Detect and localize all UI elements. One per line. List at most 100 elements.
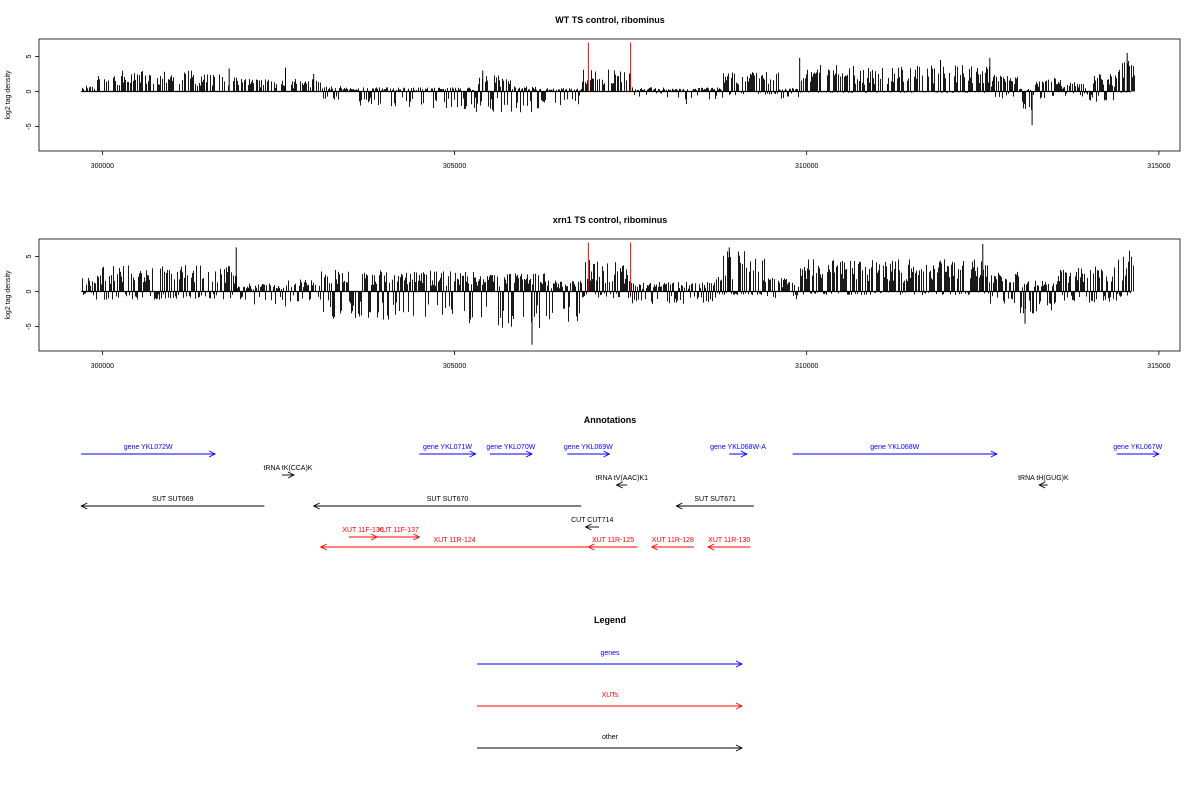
xrn1-plot-frame <box>38 238 1181 352</box>
annotations-title: Annotations <box>584 415 637 425</box>
annotation-gene-feature: gene YKL068W <box>792 444 998 458</box>
annotation-label: XUT 11F-136 <box>342 527 383 534</box>
xrn1-coverage-bars <box>81 242 1134 345</box>
xrn1-coverage-panel: xrn1 TS control, ribominus log2 tag dens… <box>5 215 1181 370</box>
annotation-label: gene YKL068W-A <box>710 444 766 451</box>
legend-item-label: other <box>602 734 619 741</box>
legend-item-label: genes <box>600 650 620 657</box>
wt-panel-title: WT TS control, ribominus <box>555 15 665 25</box>
annotation-xut-feature: XUT 11R-125 <box>587 537 638 551</box>
annotation-gene-arrowhead <box>740 450 748 458</box>
annotation-label: XUT 11R-128 <box>652 537 694 544</box>
annotation-xut-arrowhead <box>319 543 327 551</box>
annotation-label: CUT CUT714 <box>571 517 613 524</box>
xrn1-x-tick-label: 305000 <box>443 363 466 370</box>
legend-item-xuts: XUTs <box>477 692 744 710</box>
annotation-xut-arrowhead <box>370 533 379 541</box>
wt-y-tick-label: 0 <box>26 89 33 93</box>
xrn1-y-tick-label: -5 <box>26 323 33 329</box>
annotation-gene-feature: gene YKL068W-A <box>710 444 766 458</box>
annotation-other-feature: tRNA tH(GUG)K <box>1018 475 1069 489</box>
xrn1-y-tick-label: 0 <box>26 289 33 293</box>
annotation-label: gene YKL069W <box>564 444 613 451</box>
annotation-label: XUT 11R-124 <box>433 537 475 544</box>
annotation-gene-arrowhead <box>603 450 611 458</box>
legend-title: Legend <box>594 615 626 625</box>
annotation-label: SUT SUT670 <box>427 496 469 503</box>
xrn1-y-axis: 5 0 -5 <box>26 254 39 330</box>
xrn1-y-axis-label: log2 tag density <box>5 270 12 320</box>
annotation-label: SUT SUT671 <box>694 496 736 503</box>
annotation-other-feature: CUT CUT714 <box>571 517 613 531</box>
wt-y-axis: 5 0 -5 <box>26 54 39 130</box>
annotation-label: gene YKL067W <box>1113 444 1162 451</box>
xrn1-x-tick-label: 300000 <box>91 363 114 370</box>
wt-y-axis-label: log2 tag density <box>5 70 12 120</box>
annotation-label: gene YKL070W <box>486 444 535 451</box>
annotation-label: XUT 11F-137 <box>378 527 419 534</box>
annotation-label: SUT SUT669 <box>152 496 194 503</box>
annotation-xut-arrowhead <box>413 533 421 541</box>
annotation-label: XUT 11R-130 <box>708 537 750 544</box>
annotation-xut-arrowhead <box>650 543 658 551</box>
legend-items: genes XUTs other <box>477 650 744 752</box>
annotation-label: gene YKL072W <box>124 444 173 451</box>
annotations-track: Annotations gene YKL072W gene YKL071W gene… <box>80 415 1163 551</box>
annotation-xut-feature: XUT 11F-136 <box>342 527 384 541</box>
legend-arrowhead <box>735 744 744 752</box>
legend-item-label: XUTs <box>602 692 619 699</box>
xrn1-x-tick-label: 310000 <box>795 363 818 370</box>
annotation-xut-arrowhead <box>587 543 595 551</box>
legend-item-other: other <box>477 734 744 752</box>
wt-plot-frame <box>38 38 1181 152</box>
xrn1-panel-title: xrn1 TS control, ribominus <box>553 215 668 225</box>
legend-item-genes: genes <box>477 650 744 668</box>
annotation-other-feature: SUT SUT670 <box>312 496 582 510</box>
annotation-xut-feature: XUT 11F-137 <box>377 527 421 541</box>
annotation-other-arrowhead <box>1038 481 1046 489</box>
annotation-gene-arrowhead <box>990 450 998 458</box>
annotation-label: gene YKL068W <box>870 444 919 451</box>
annotation-gene-arrowhead <box>1152 450 1160 458</box>
annotation-label: tRNA tH(GUG)K <box>1018 475 1069 482</box>
annotation-xut-feature: XUT 11R-124 <box>319 537 589 551</box>
wt-coverage-panel: WT TS control, ribominus log2 tag densit… <box>5 15 1181 170</box>
annotation-other-feature: SUT SUT671 <box>675 496 754 510</box>
annotation-gene-feature: gene YKL067W <box>1113 444 1163 458</box>
annotation-gene-feature: gene YKL070W <box>486 444 536 458</box>
annotation-gene-arrowhead <box>525 450 534 458</box>
annotation-label: tRNA tV(AAC)K1 <box>596 475 649 482</box>
annotation-other-feature: SUT SUT669 <box>80 496 265 510</box>
annotation-xut-feature: XUT 11R-128 <box>650 537 694 551</box>
annotation-other-arrowhead <box>615 481 623 489</box>
wt-x-axis: 300000 305000 310000 315000 <box>91 151 1171 170</box>
wt-x-tick-label: 310000 <box>795 163 818 170</box>
annotation-gene-arrowhead <box>208 450 217 458</box>
annotation-gene-feature: gene YKL071W <box>419 444 477 458</box>
annotation-other-feature: tRNA tV(AAC)K1 <box>596 475 649 489</box>
annotation-gene-feature: gene YKL072W <box>81 444 217 458</box>
annotation-xut-feature: XUT 11R-130 <box>707 537 750 551</box>
annotation-other-arrowhead <box>675 502 683 510</box>
legend-arrowhead <box>735 660 744 668</box>
wt-y-tick-label: 5 <box>26 54 33 58</box>
wt-y-tick-label: -5 <box>26 123 33 129</box>
legend-arrowhead <box>735 702 744 710</box>
wt-x-tick-label: 300000 <box>91 163 114 170</box>
wt-x-tick-label: 305000 <box>443 163 466 170</box>
annotation-other-arrowhead <box>584 523 592 531</box>
wt-coverage-bars <box>81 42 1135 126</box>
xrn1-y-tick-label: 5 <box>26 254 33 258</box>
annotation-features: gene YKL072W gene YKL071W gene YKL070W gene… <box>80 444 1163 551</box>
annotation-gene-arrowhead <box>469 450 477 458</box>
annotation-label: gene YKL071W <box>423 444 472 451</box>
annotation-other-arrowhead <box>80 502 88 510</box>
annotation-other-arrowhead <box>312 502 320 510</box>
xrn1-x-axis: 300000 305000 310000 315000 <box>91 351 1171 370</box>
legend: Legend genes XUTs other <box>477 615 744 752</box>
annotation-other-arrowhead <box>287 471 295 479</box>
annotation-other-feature: tRNA tK(CCA)K <box>263 465 313 479</box>
wt-x-tick-label: 315000 <box>1147 163 1170 170</box>
